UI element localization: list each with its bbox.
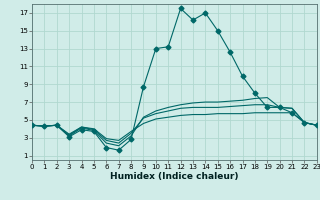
X-axis label: Humidex (Indice chaleur): Humidex (Indice chaleur) (110, 172, 239, 181)
